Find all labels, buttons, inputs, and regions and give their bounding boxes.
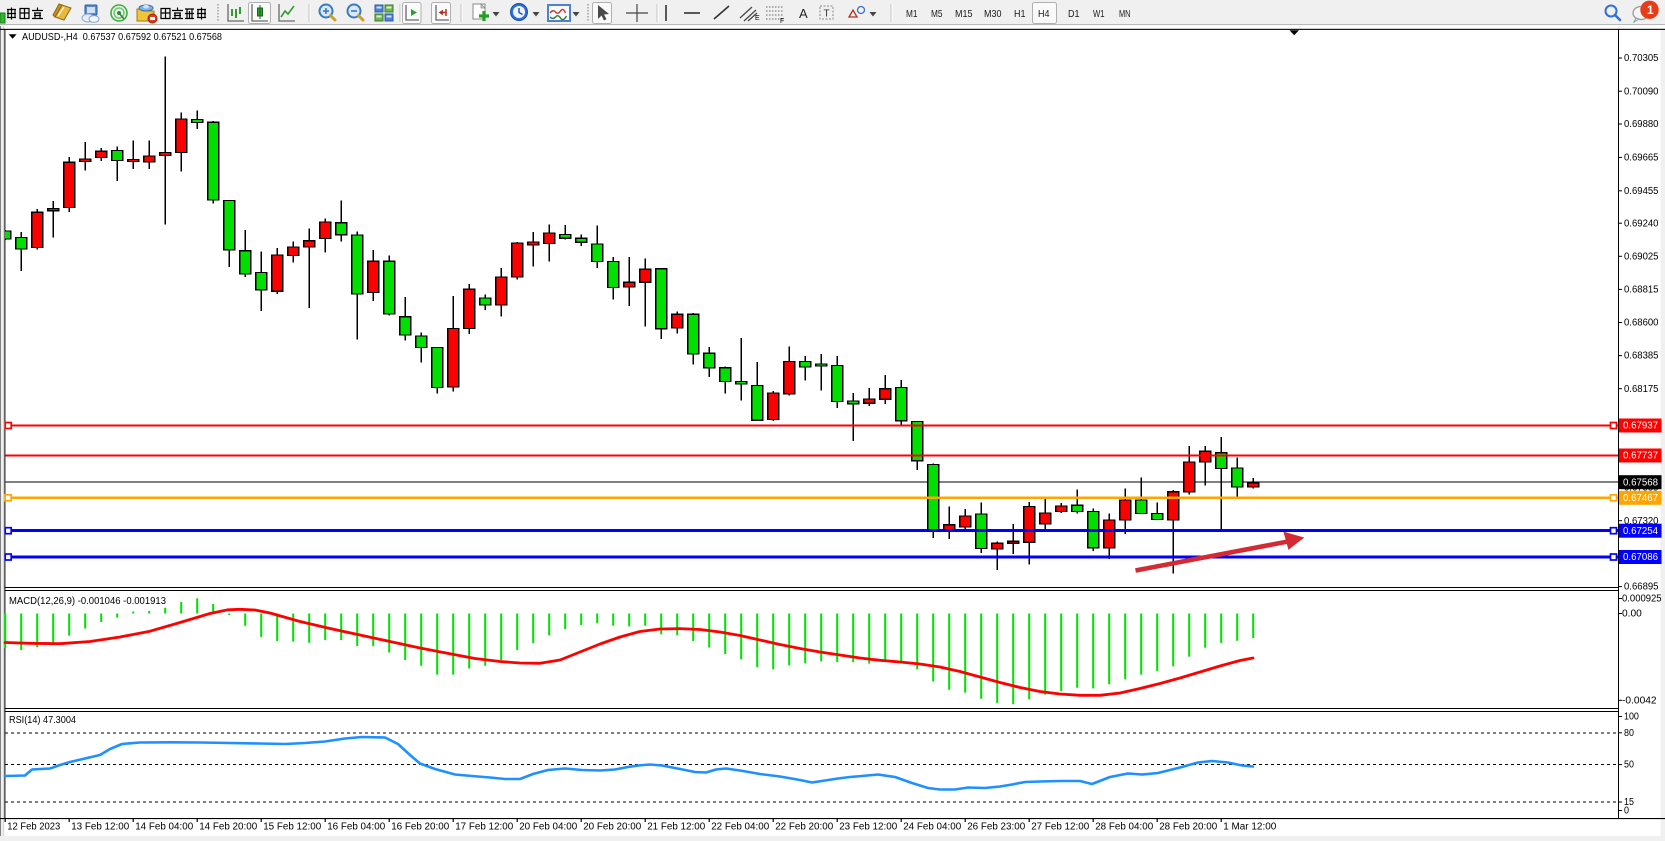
svg-text:-0.0042: -0.0042 bbox=[1622, 695, 1657, 706]
svg-text:0.66895: 0.66895 bbox=[1624, 582, 1659, 593]
svg-text:MN: MN bbox=[1119, 8, 1131, 20]
svg-text:M1: M1 bbox=[906, 8, 918, 20]
svg-text:50: 50 bbox=[1624, 760, 1634, 771]
svg-text:T: T bbox=[824, 9, 830, 20]
svg-text:12 Feb 2023: 12 Feb 2023 bbox=[7, 822, 61, 833]
svg-text:0.000925: 0.000925 bbox=[1622, 594, 1662, 605]
svg-text:0.67086: 0.67086 bbox=[1623, 552, 1658, 563]
svg-text:A: A bbox=[799, 6, 808, 21]
svg-text:F: F bbox=[780, 18, 784, 25]
svg-text:MACD(12,26,9) -0.001046 -0.001: MACD(12,26,9) -0.001046 -0.001913 bbox=[9, 596, 166, 607]
svg-text:M15: M15 bbox=[955, 8, 973, 20]
svg-text:22 Feb 20:00: 22 Feb 20:00 bbox=[775, 822, 833, 833]
svg-text:14 Feb 20:00: 14 Feb 20:00 bbox=[199, 822, 257, 833]
svg-text:1 Mar 12:00: 1 Mar 12:00 bbox=[1223, 822, 1277, 833]
svg-text:100: 100 bbox=[1624, 712, 1639, 723]
svg-text:0.00: 0.00 bbox=[1622, 609, 1642, 620]
svg-text:14 Feb 04:00: 14 Feb 04:00 bbox=[135, 822, 193, 833]
svg-text:16 Feb 20:00: 16 Feb 20:00 bbox=[391, 822, 449, 833]
svg-text:27 Feb 12:00: 27 Feb 12:00 bbox=[1031, 822, 1089, 833]
svg-text:16 Feb 04:00: 16 Feb 04:00 bbox=[327, 822, 385, 833]
svg-text:0.67937: 0.67937 bbox=[1623, 421, 1658, 432]
svg-text:21 Feb 12:00: 21 Feb 12:00 bbox=[647, 822, 705, 833]
svg-text:W1: W1 bbox=[1093, 8, 1105, 20]
svg-text:15: 15 bbox=[1624, 797, 1634, 808]
svg-text:0.67568: 0.67568 bbox=[1623, 477, 1658, 488]
svg-text:0.69240: 0.69240 bbox=[1624, 218, 1659, 229]
svg-text:0.68175: 0.68175 bbox=[1624, 384, 1659, 395]
svg-text:28 Feb 20:00: 28 Feb 20:00 bbox=[1159, 822, 1217, 833]
svg-text:0.68600: 0.68600 bbox=[1624, 318, 1659, 329]
svg-text:15 Feb 12:00: 15 Feb 12:00 bbox=[263, 822, 321, 833]
svg-text:24 Feb 04:00: 24 Feb 04:00 bbox=[903, 822, 961, 833]
svg-text:20 Feb 20:00: 20 Feb 20:00 bbox=[583, 822, 641, 833]
svg-text:RSI(14) 47.3004: RSI(14) 47.3004 bbox=[9, 715, 76, 726]
svg-text:M30: M30 bbox=[984, 8, 1002, 20]
svg-text:23 Feb 12:00: 23 Feb 12:00 bbox=[839, 822, 897, 833]
svg-text:H4: H4 bbox=[1038, 8, 1050, 20]
svg-text:0.67254: 0.67254 bbox=[1623, 526, 1658, 537]
svg-text:13 Feb 12:00: 13 Feb 12:00 bbox=[71, 822, 129, 833]
svg-text:20 Feb 04:00: 20 Feb 04:00 bbox=[519, 822, 577, 833]
svg-text:0.69455: 0.69455 bbox=[1624, 186, 1659, 197]
svg-text:D1: D1 bbox=[1068, 8, 1080, 20]
svg-text:0.69025: 0.69025 bbox=[1624, 251, 1659, 262]
svg-text:0.70305: 0.70305 bbox=[1624, 53, 1659, 64]
svg-text:80: 80 bbox=[1624, 728, 1634, 739]
svg-text:22 Feb 04:00: 22 Feb 04:00 bbox=[711, 822, 769, 833]
svg-text:0.67737: 0.67737 bbox=[1623, 451, 1658, 462]
svg-text:AUDUSD-,H4 0.67537 0.67592 0.: AUDUSD-,H4 0.67537 0.67592 0.67521 0.675… bbox=[22, 31, 222, 43]
svg-text:0.69665: 0.69665 bbox=[1624, 153, 1659, 164]
svg-text:0.68385: 0.68385 bbox=[1624, 351, 1659, 362]
svg-text:26 Feb 23:00: 26 Feb 23:00 bbox=[967, 822, 1025, 833]
svg-text:17 Feb 12:00: 17 Feb 12:00 bbox=[455, 822, 513, 833]
svg-text:E: E bbox=[755, 15, 760, 22]
svg-text:0.70090: 0.70090 bbox=[1624, 86, 1659, 97]
svg-text:0: 0 bbox=[1624, 806, 1629, 817]
svg-text:0.67320: 0.67320 bbox=[1624, 516, 1659, 527]
svg-text:H1: H1 bbox=[1014, 8, 1026, 20]
svg-text:0.68815: 0.68815 bbox=[1624, 285, 1659, 296]
svg-text:0.67467: 0.67467 bbox=[1623, 493, 1658, 504]
svg-text:M5: M5 bbox=[931, 8, 943, 20]
svg-text:1: 1 bbox=[1647, 3, 1654, 17]
svg-text:28 Feb 04:00: 28 Feb 04:00 bbox=[1095, 822, 1153, 833]
svg-text:0.69880: 0.69880 bbox=[1624, 119, 1659, 130]
